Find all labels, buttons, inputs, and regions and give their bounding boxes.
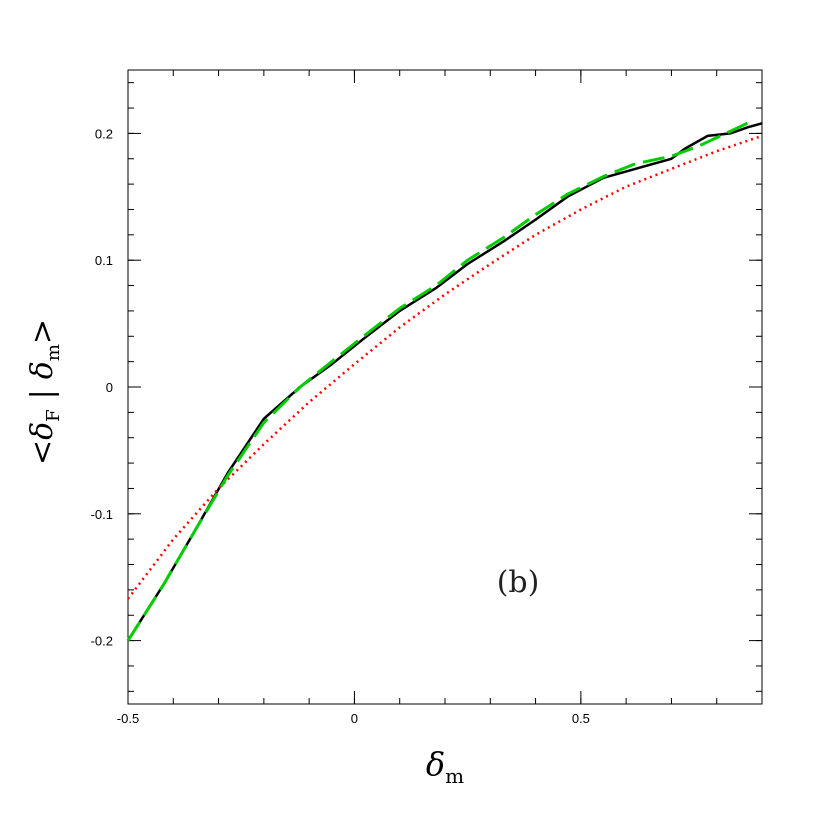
x-axis-label-delta: δ: [426, 745, 445, 783]
y-tick-label: -0.2: [91, 634, 113, 649]
y-axis-label-delta2: δ: [25, 361, 60, 379]
y-tick-label: 0.1: [95, 253, 113, 268]
y-axis-label-bar: |: [25, 389, 60, 399]
y-axis-label-delta: δ: [25, 422, 60, 440]
panel-annotation: (b): [497, 565, 540, 600]
x-tick-label: 0: [351, 711, 358, 726]
y-axis-label-sub-m: m: [43, 344, 64, 361]
y-axis-label-open: <: [25, 440, 60, 465]
y-axis-label-close: >: [25, 319, 60, 344]
major-ticks: [127, 70, 762, 704]
x-axis-label-sub: m: [445, 764, 464, 788]
series-line-dashed: [126, 119, 754, 642]
x-axis-label: δm: [426, 745, 464, 788]
series-line-solid: [126, 122, 763, 642]
plot-frame: [127, 69, 763, 705]
tick-labels: -0.5 0 0.5 -0.2 -0.1 0 0.1 0.2: [91, 126, 590, 726]
series-group: [126, 119, 763, 642]
y-tick-label: -0.1: [91, 507, 113, 522]
x-tick-label: -0.5: [117, 711, 139, 726]
x-tick-label: 0.5: [572, 711, 590, 726]
series-line-dotted: [127, 134, 763, 600]
y-axis-label-sub-f: F: [43, 409, 64, 422]
y-axis-label: <δF|δm>: [25, 319, 64, 465]
y-tick-label: 0.2: [95, 126, 113, 141]
minor-ticks: [127, 70, 763, 704]
y-tick-label: 0: [106, 380, 113, 395]
